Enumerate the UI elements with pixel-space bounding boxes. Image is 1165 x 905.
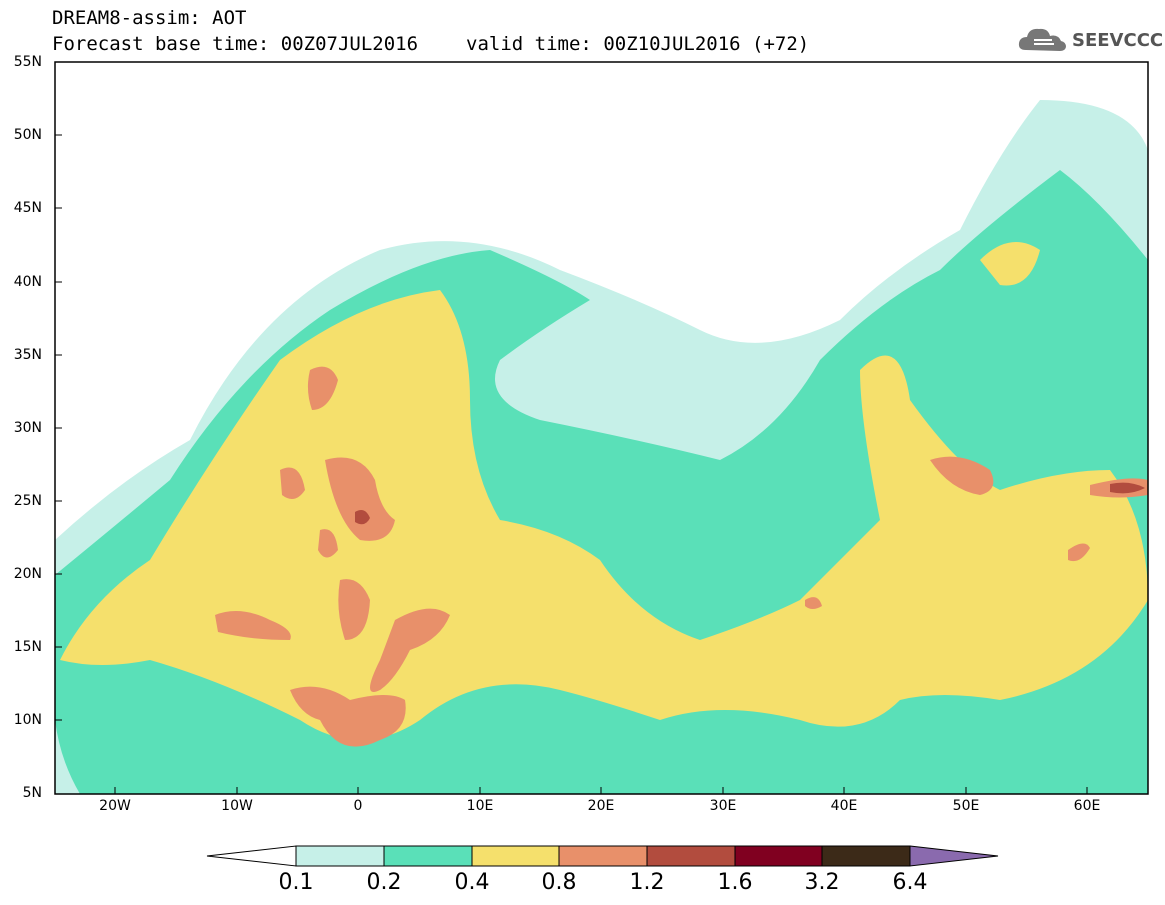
lon-label-10e: 10E	[466, 798, 494, 814]
lat-label-15n: 15N	[13, 639, 42, 655]
map-subtitle: Forecast base time: 00Z07JUL2016 valid ti…	[52, 34, 809, 54]
legend-label: 6.4	[892, 870, 928, 895]
lat-ticks	[55, 134, 62, 721]
valid-time: valid time: 00Z10JUL2016 (+72)	[466, 33, 810, 55]
lon-label-20e: 20E	[587, 798, 615, 814]
lat-label-10n: 10N	[13, 712, 42, 728]
lon-label-50e: 50E	[952, 798, 980, 814]
seevccc-logo: SEEVCCC	[1016, 22, 1163, 58]
lat-label-50n: 50N	[13, 127, 42, 143]
legend-label: 1.6	[717, 870, 753, 895]
legend-label: 0.8	[541, 870, 577, 895]
lat-label-45n: 45N	[13, 200, 42, 216]
lon-label-60e: 60E	[1073, 798, 1101, 814]
lon-label-20w: 20W	[99, 798, 131, 814]
legend-label: 0.1	[278, 870, 314, 895]
map-title: DREAM8-assim: AOT	[52, 7, 247, 29]
legend-label: 0.4	[454, 870, 490, 895]
lat-label-20n: 20N	[13, 566, 42, 582]
lat-label-30n: 30N	[13, 420, 42, 436]
lat-label-40n: 40N	[13, 274, 42, 290]
legend-label: 1.2	[629, 870, 665, 895]
lon-label-40e: 40E	[830, 798, 858, 814]
cloud-icon	[1018, 28, 1066, 51]
lon-label-0: 0	[353, 798, 363, 814]
colorbar	[206, 845, 999, 867]
lon-label-10w: 10W	[221, 798, 253, 814]
aot-field	[55, 62, 1148, 794]
forecast-base-time: Forecast base time: 00Z07JUL2016	[52, 33, 419, 55]
lat-label-25n: 25N	[13, 493, 42, 509]
lon-label-30e: 30E	[709, 798, 737, 814]
lat-label-5n: 5N	[22, 785, 42, 801]
legend-label: 0.2	[366, 870, 402, 895]
legend-label: 3.2	[804, 870, 840, 895]
lon-ticks	[114, 787, 1088, 794]
lat-label-55n: 55N	[13, 54, 42, 70]
lat-label-35n: 35N	[13, 347, 42, 363]
logo-text: SEEVCCC	[1072, 30, 1164, 51]
